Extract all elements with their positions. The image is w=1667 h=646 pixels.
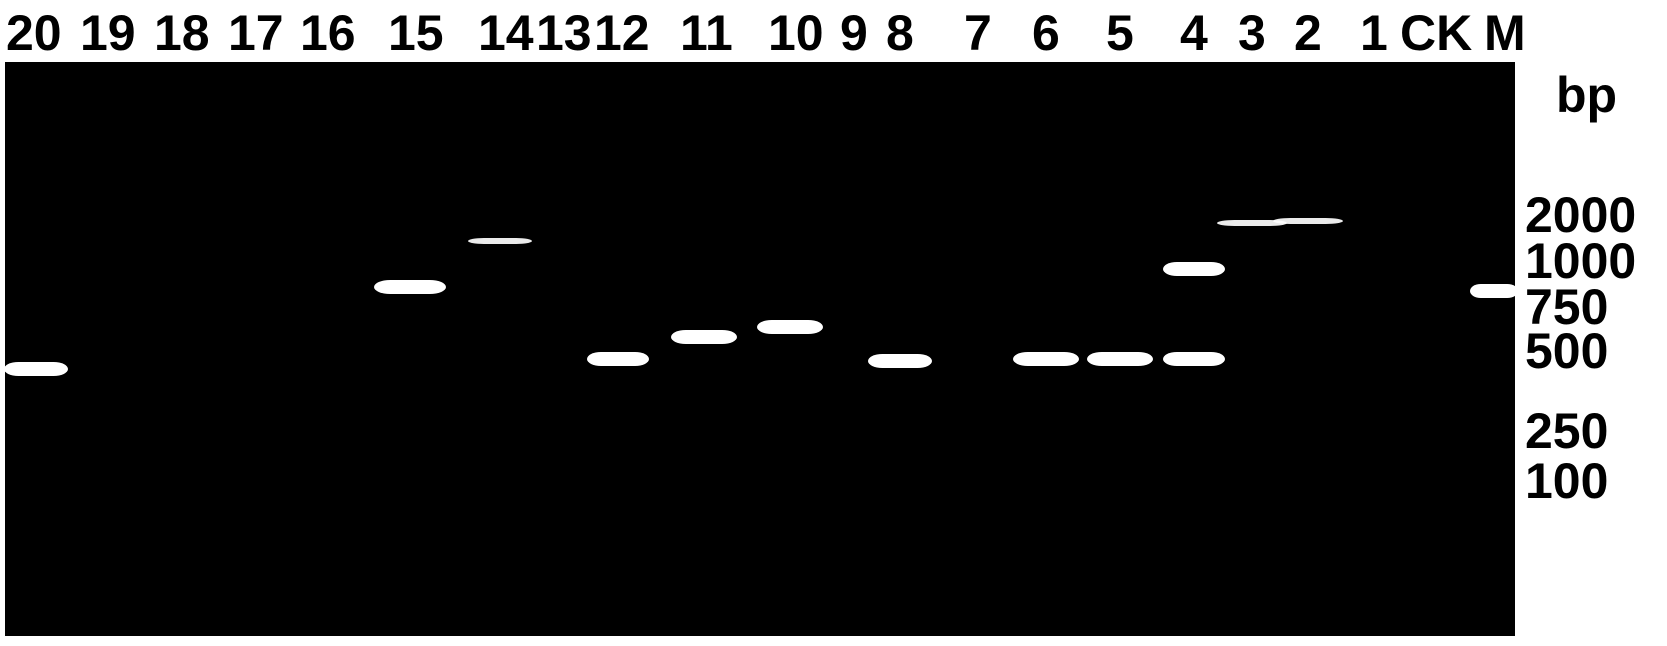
lane-label-10: 10 [768,4,824,62]
band-lane-5-0 [1087,352,1153,366]
band-lane-6-0 [1013,352,1079,366]
band-lane-4-0 [1163,262,1225,276]
band-lane-11-0 [671,330,737,344]
ladder-label-500: 500 [1525,322,1608,380]
band-lane-4-1 [1163,352,1225,366]
lane-label-2: 2 [1294,4,1322,62]
lane-label-3: 3 [1238,4,1266,62]
lane-label-11: 11 [680,4,733,62]
band-lane-2-0 [1273,218,1343,224]
lane-label-14: 14 [478,4,534,62]
band-lane-20-0 [4,362,68,376]
lane-label-8: 8 [886,4,914,62]
lane-label-CK: CK [1400,4,1472,62]
ladder-label-100: 100 [1525,452,1608,510]
band-lane-8-0 [868,354,932,368]
band-lane-12-0 [587,352,649,366]
lane-labels-row: 2019181716151413121110987654321CKM [0,4,1520,60]
lane-label-12: 12 [594,4,650,62]
lane-label-5: 5 [1106,4,1134,62]
band-lane-M-0 [1470,284,1518,298]
lane-label-6: 6 [1032,4,1060,62]
lane-label-M: M [1484,4,1526,62]
band-lane-14-0 [468,238,532,244]
lane-label-13: 13 [536,4,592,62]
lane-label-17: 17 [228,4,284,62]
band-lane-15-0 [374,280,446,294]
gel-area [5,62,1515,636]
lane-label-7: 7 [964,4,992,62]
lane-label-18: 18 [154,4,210,62]
lane-label-16: 16 [300,4,356,62]
lane-label-20: 20 [6,4,62,62]
lane-label-15: 15 [388,4,444,62]
lane-label-1: 1 [1360,4,1388,62]
lane-label-4: 4 [1180,4,1208,62]
gel-electrophoresis-figure: { "figure": { "type": "gel-electrophores… [0,0,1667,646]
band-lane-10-0 [757,320,823,334]
unit-label-bp: bp [1556,66,1617,124]
lane-label-19: 19 [80,4,136,62]
lane-label-9: 9 [840,4,868,62]
